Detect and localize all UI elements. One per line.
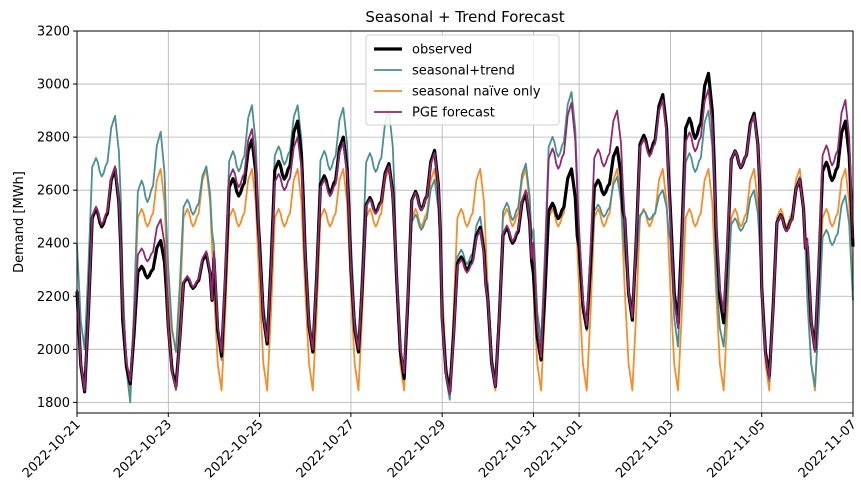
plot-lines	[75, 71, 855, 404]
legend: observed seasonal+trend seasonal naïve onl…	[365, 34, 560, 126]
legend-box	[365, 34, 560, 126]
legend-entry-label: observed	[412, 43, 472, 58]
y-tick-label: 2400	[37, 237, 70, 252]
legend-entry-label: seasonal+trend	[412, 64, 515, 79]
y-tick-label: 2800	[37, 131, 70, 146]
chart-title: Seasonal + Trend Forecast	[365, 8, 564, 26]
y-tick-label: 3000	[37, 78, 70, 93]
series-line-seasonal-trend	[76, 91, 854, 404]
y-tick-label: 2000	[37, 343, 70, 358]
y-tick-label: 2200	[37, 290, 70, 305]
y-axis: 1800 2000 2200 2400 2600 2800 3000 3200	[37, 25, 77, 411]
y-tick-label: 1800	[37, 396, 70, 411]
y-axis-label: Demand [MWh]	[12, 171, 27, 273]
y-tick-label: 2600	[37, 184, 70, 199]
series-line-pge-forecast	[76, 88, 854, 396]
y-tick-label: 3200	[37, 25, 70, 40]
legend-entry-label: PGE forecast	[412, 106, 495, 121]
legend-entry-label: seasonal naïve only	[412, 85, 541, 100]
plot-frame	[76, 30, 854, 414]
